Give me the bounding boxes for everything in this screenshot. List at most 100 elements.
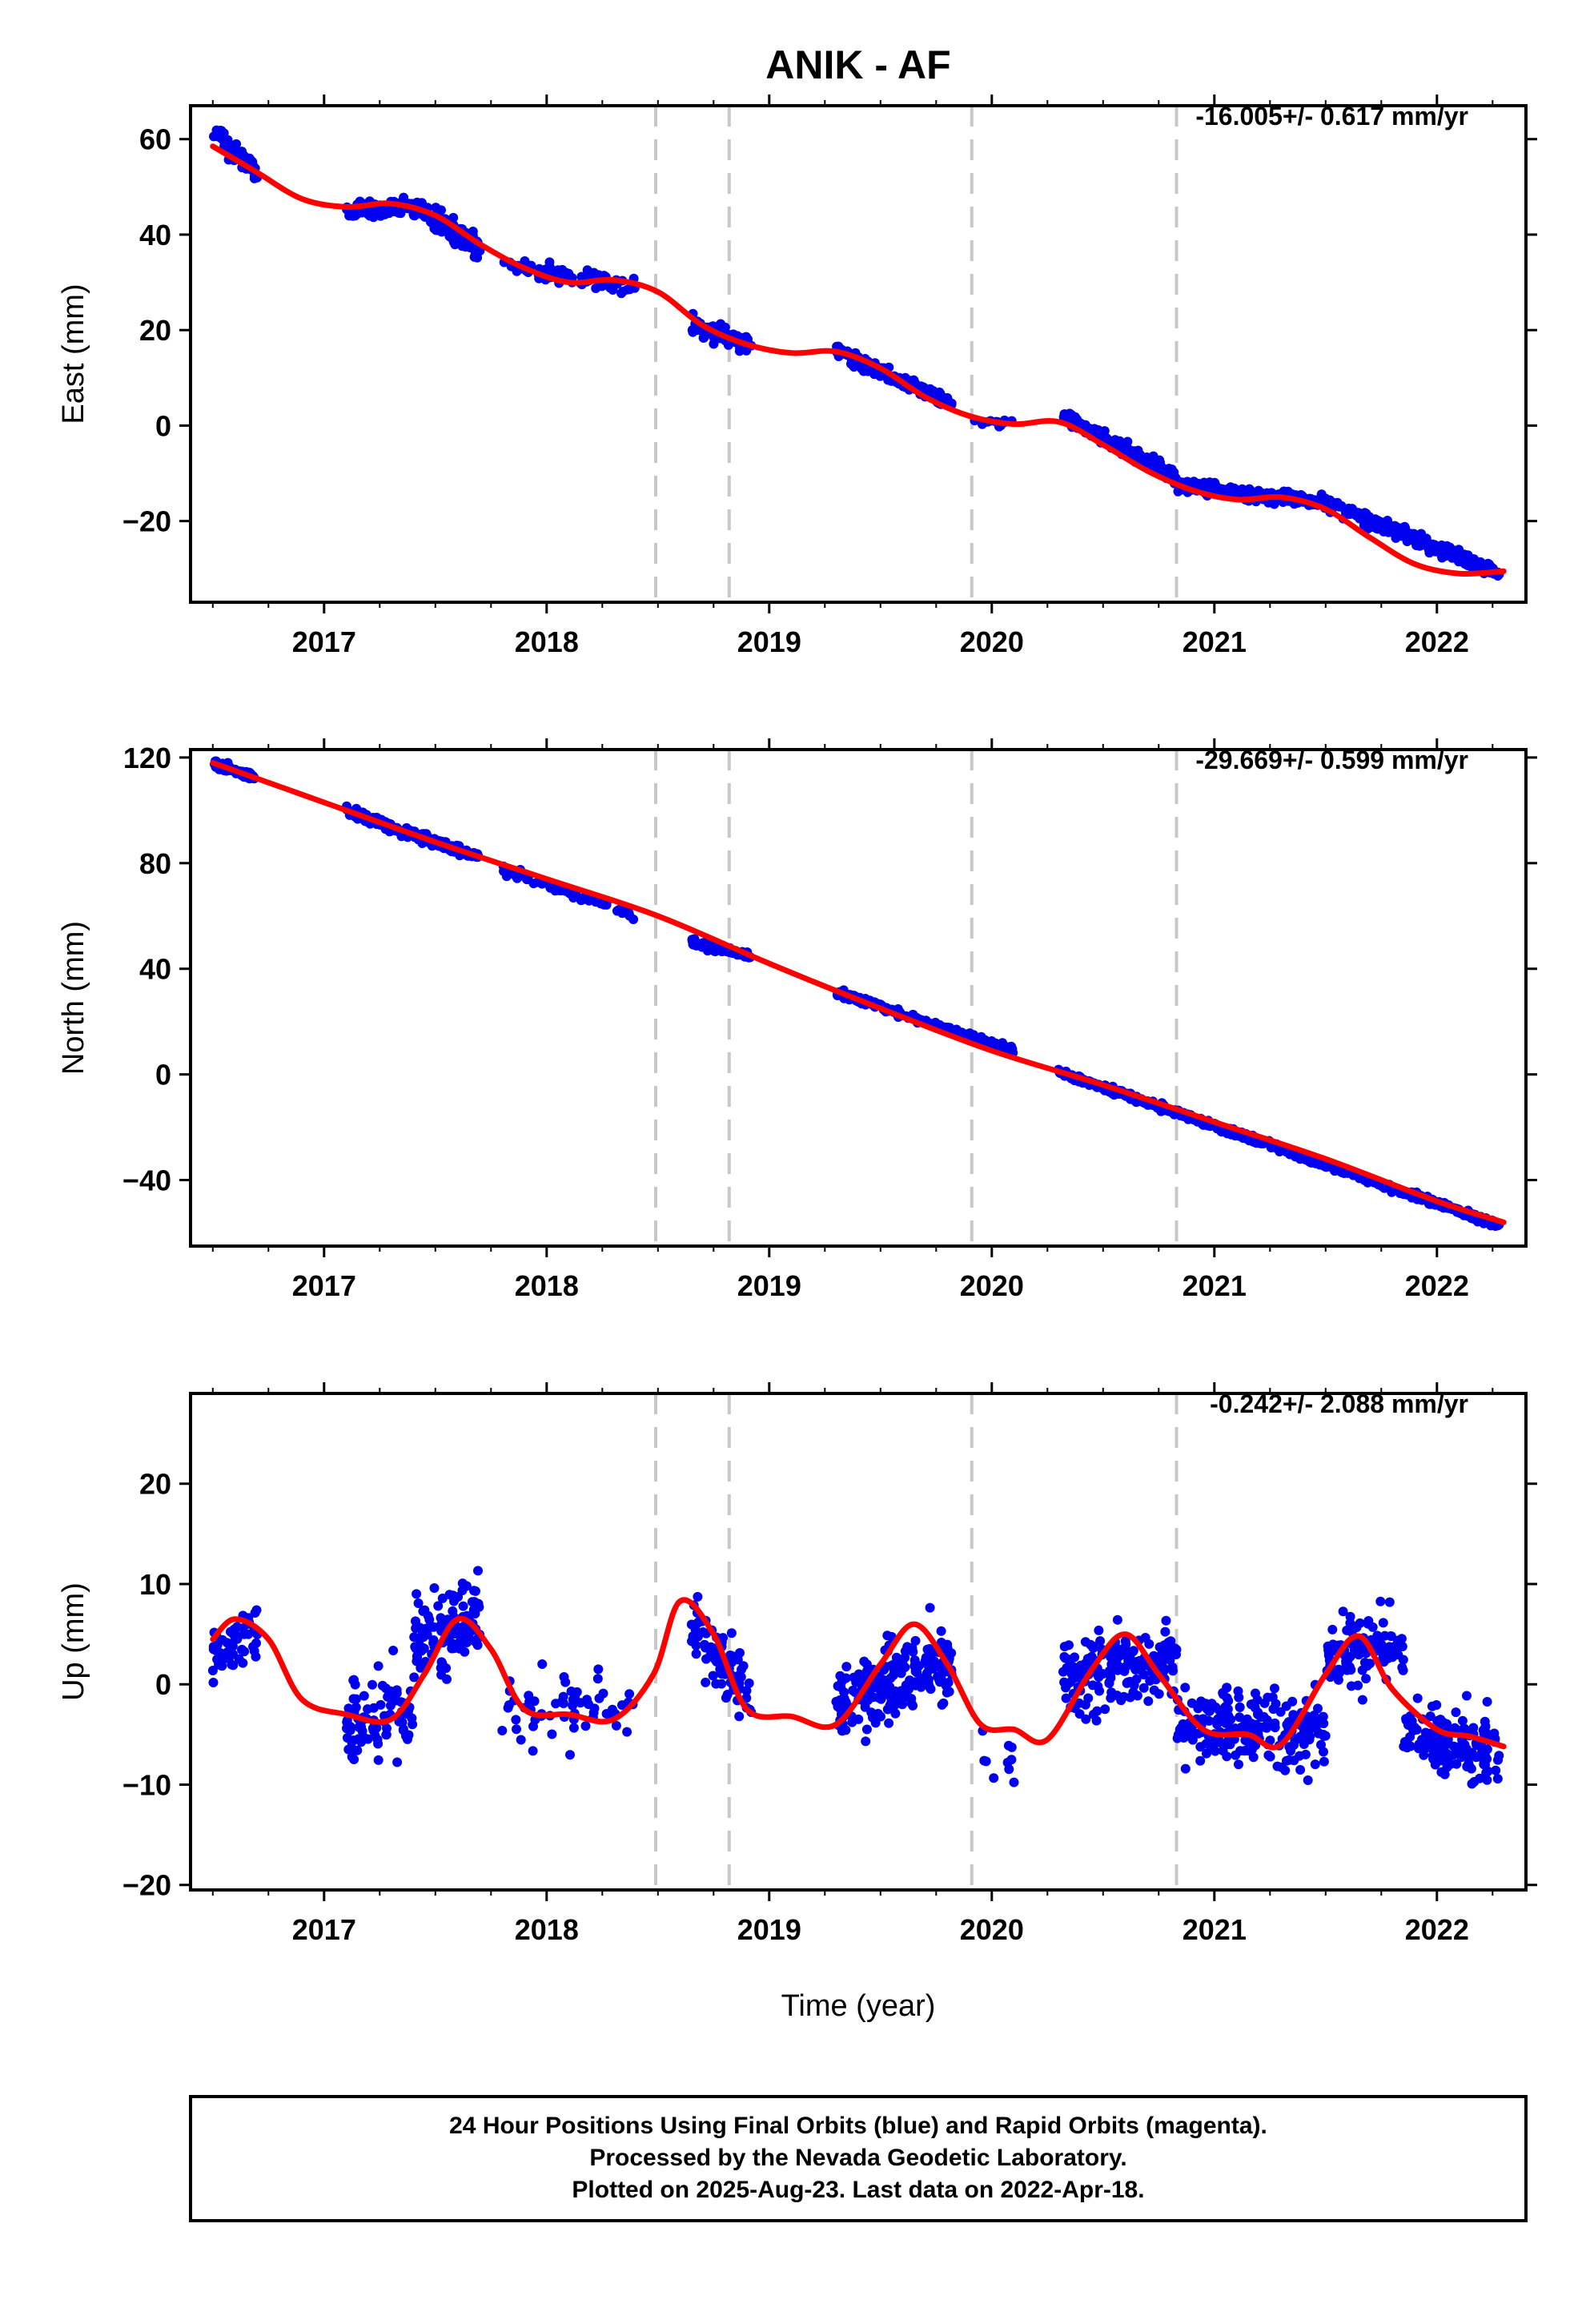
x-tick-label: 2017 (292, 625, 356, 658)
data-point (1282, 1755, 1291, 1766)
data-point (1234, 1692, 1244, 1703)
axis-ticks: −20 0 20 40 60 2017 2018 2019 2020 2021 2022 (122, 94, 1537, 658)
data-point (373, 1739, 383, 1749)
data-point (1110, 435, 1120, 445)
data-point (1468, 1751, 1479, 1761)
data-point (870, 1718, 881, 1728)
data-point (1405, 1741, 1415, 1751)
data-point (359, 1691, 369, 1701)
data-point (441, 224, 452, 235)
data-point (458, 1601, 468, 1611)
data-point (1303, 1775, 1313, 1785)
data-point (1100, 1704, 1110, 1715)
data-point (1319, 1756, 1329, 1767)
data-point (354, 1734, 363, 1744)
y-tick-label: 0 (155, 1668, 171, 1701)
data-point (1457, 1715, 1468, 1726)
data-point (720, 322, 730, 332)
data-point (1160, 1626, 1170, 1637)
data-point (207, 1666, 218, 1675)
data-point (350, 1679, 360, 1690)
data-point (442, 1674, 452, 1684)
data-point (363, 1734, 373, 1744)
data-point (1195, 1742, 1206, 1752)
data-point (558, 1699, 568, 1708)
data-point (464, 1630, 474, 1641)
data-point (1339, 505, 1350, 515)
data-point (343, 1744, 354, 1755)
y-tick-label: 40 (139, 219, 171, 251)
data-point (1431, 546, 1441, 557)
data-point (853, 1669, 864, 1679)
model-curve (210, 143, 1507, 577)
data-point (1494, 1751, 1504, 1761)
data-point (1112, 1691, 1122, 1701)
data-point (1313, 1727, 1323, 1738)
data-point (1492, 1774, 1503, 1784)
data-point (1375, 1596, 1386, 1606)
data-point (1464, 1761, 1475, 1771)
data-point (1070, 412, 1080, 422)
data-point (1458, 557, 1468, 567)
data-point (853, 1714, 864, 1724)
data-point (436, 1620, 446, 1630)
data-point (397, 1717, 408, 1727)
data-point (701, 1677, 711, 1687)
data-point (1004, 1764, 1014, 1775)
data-point (1240, 1715, 1250, 1726)
data-point (1171, 1650, 1181, 1659)
data-point (1066, 1669, 1077, 1679)
data-point (226, 143, 236, 154)
data-point (900, 1646, 910, 1656)
data-point (1480, 1751, 1491, 1762)
data-point (1220, 485, 1231, 495)
data-point (448, 1590, 458, 1601)
data-point (1375, 520, 1385, 530)
data-point (934, 388, 945, 399)
data-point (1144, 1638, 1154, 1649)
data-point (1180, 1763, 1191, 1774)
data-point (1347, 508, 1358, 518)
data-point (587, 268, 596, 279)
data-point (1301, 1724, 1311, 1735)
data-point (1357, 1695, 1367, 1705)
data-point (689, 939, 699, 950)
data-point (1087, 1680, 1098, 1691)
data-point (410, 211, 420, 221)
data-point (1415, 1742, 1425, 1752)
data-point (1132, 1663, 1142, 1674)
data-point (448, 212, 459, 223)
data-point (924, 1664, 934, 1675)
data-point (561, 267, 572, 278)
data-point (413, 1598, 424, 1608)
data-point (368, 1703, 379, 1713)
data-point (1223, 1695, 1234, 1706)
plot-frame (189, 748, 1528, 1248)
y-tick-label: −20 (122, 1869, 171, 1902)
data-point (1009, 1777, 1019, 1787)
data-points (210, 756, 1504, 1231)
data-point (1289, 1740, 1299, 1750)
data-point (1154, 1689, 1164, 1699)
data-point (1167, 1662, 1178, 1672)
data-point (1246, 1699, 1256, 1710)
data-point (861, 1736, 871, 1747)
data-point (1082, 1654, 1093, 1664)
y-tick-label: 0 (155, 1059, 171, 1092)
data-point (1361, 1674, 1371, 1684)
data-point (1359, 512, 1369, 522)
data-point (608, 285, 618, 295)
data-point (624, 1689, 635, 1699)
data-point (1211, 1716, 1221, 1727)
data-point (568, 1695, 578, 1705)
data-point (218, 129, 228, 139)
data-point (215, 1659, 224, 1670)
data-point (1295, 1751, 1305, 1761)
data-point (1060, 409, 1070, 420)
x-tick-label: 2021 (1182, 625, 1247, 658)
data-point (512, 1724, 521, 1735)
y-axis-label: East (mm) (57, 283, 90, 424)
data-point (1311, 1158, 1321, 1168)
north-panel: −40 0 40 80 120 2017 2018 2019 2020 2021 2022 -29.… (57, 738, 1537, 1302)
data-point (418, 1632, 428, 1642)
